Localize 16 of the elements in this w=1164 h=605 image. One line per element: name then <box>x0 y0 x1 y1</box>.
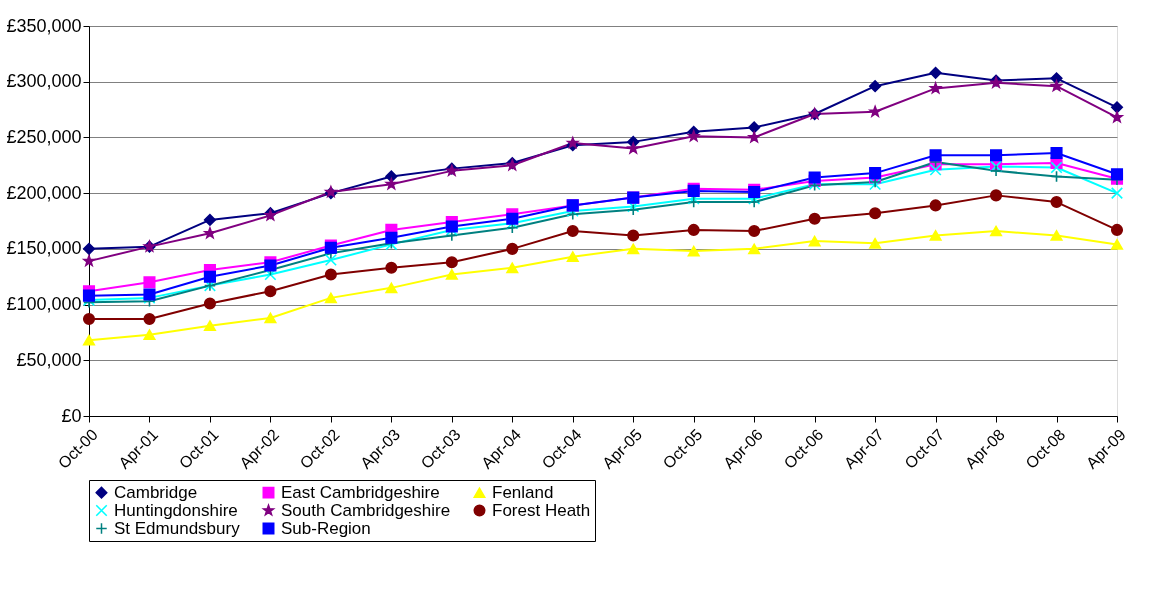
y-tick-label: £100,000 <box>6 294 82 315</box>
legend-label: Huntingdonshire <box>114 500 238 520</box>
y-tick-label: £300,000 <box>6 71 82 92</box>
y-tick-label: £150,000 <box>6 238 82 259</box>
legend-label: Sub-Region <box>281 518 371 538</box>
legend-label: East Cambridgeshire <box>281 482 440 502</box>
legend-label: Fenland <box>492 482 554 502</box>
legend-label: St Edmundsbury <box>114 518 241 538</box>
y-tick-label: £0 <box>61 405 82 426</box>
y-tick-label: £350,000 <box>6 15 82 36</box>
legend-label: Cambridge <box>114 482 198 502</box>
legend-label: South Cambridgeshire <box>281 500 451 520</box>
y-tick-label: £250,000 <box>6 126 82 147</box>
y-tick-label: £200,000 <box>6 182 82 203</box>
y-tick-label: £50,000 <box>16 349 82 370</box>
legend-label: Forest Heath <box>492 500 591 520</box>
